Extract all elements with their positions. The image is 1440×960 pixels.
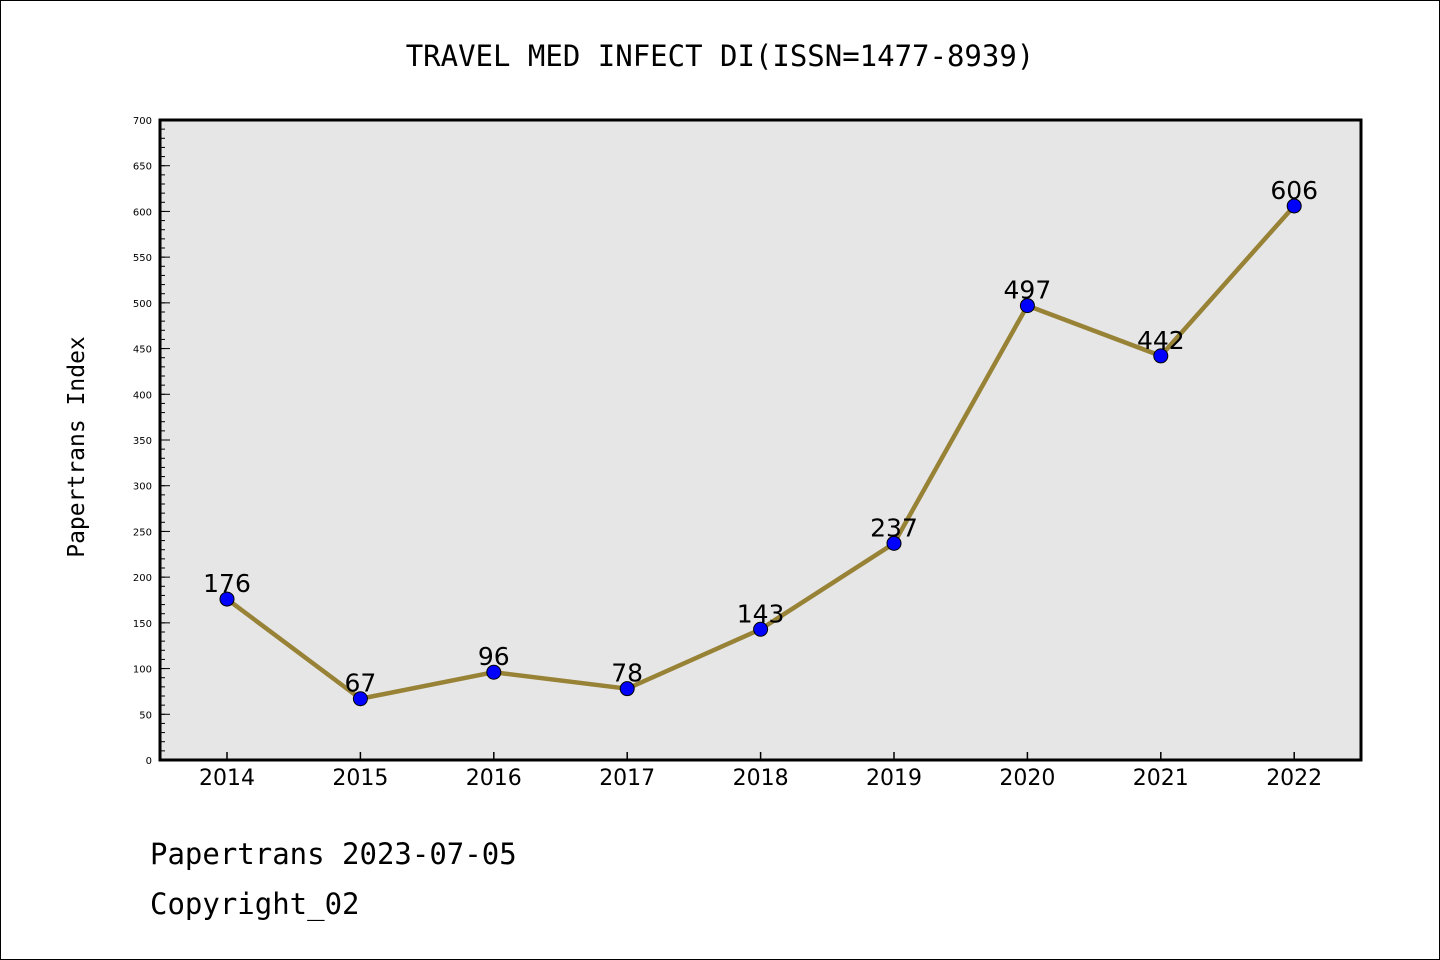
data-label: 78 xyxy=(611,659,643,688)
y-tick-label: 250 xyxy=(133,527,152,538)
data-point-marker xyxy=(352,691,368,707)
x-tick-label: 2020 xyxy=(999,766,1055,791)
y-axis-label: Papertrans Index xyxy=(64,336,90,558)
data-point-marker xyxy=(219,591,235,607)
x-axis: 2014 2015 2016 2017 2018 2019 2020 2021 2022 xyxy=(199,752,1322,791)
footer-copyright: Copyright_02 xyxy=(150,887,360,922)
x-tick-label: 2019 xyxy=(866,766,922,791)
x-tick-label: 2021 xyxy=(1133,766,1189,791)
x-tick-label: 2018 xyxy=(733,766,789,791)
plot-area xyxy=(158,118,1363,762)
y-tick-label: 200 xyxy=(133,573,152,584)
y-tick-label: 500 xyxy=(133,299,152,310)
data-point-marker xyxy=(486,664,502,680)
y-tick-label: 350 xyxy=(133,436,152,447)
data-label: 143 xyxy=(737,599,785,628)
data-label: 237 xyxy=(870,513,918,542)
data-point-marker xyxy=(886,535,902,551)
data-point-marker xyxy=(1153,348,1169,364)
x-tick-label: 2015 xyxy=(332,766,388,791)
y-tick-label: 50 xyxy=(139,710,152,721)
x-tick-label: 2016 xyxy=(466,766,522,791)
y-tick-label: 450 xyxy=(133,345,152,356)
x-tick-label: 2017 xyxy=(599,766,655,791)
y-axis: 0 50 100 150 200 250 300 350 400 450 500 550 600 650 7… xyxy=(133,116,170,767)
y-tick-label: 150 xyxy=(133,619,152,630)
y-tick-label: 650 xyxy=(133,162,152,173)
x-tick-label: 2022 xyxy=(1266,766,1322,791)
x-tick-label: 2014 xyxy=(199,766,255,791)
footer-date-stamp: Papertrans 2023-07-05 xyxy=(150,837,517,871)
data-label: 442 xyxy=(1137,326,1185,355)
chart-title: TRAVEL MED INFECT DI(ISSN=1477-8939) xyxy=(406,39,1035,73)
data-point-marker xyxy=(1286,198,1302,214)
y-tick-label: 400 xyxy=(133,390,152,401)
data-point-marker xyxy=(1019,298,1035,314)
data-label: 96 xyxy=(478,642,510,671)
data-label: 67 xyxy=(344,669,376,698)
data-label: 606 xyxy=(1270,176,1318,205)
data-label: 176 xyxy=(203,569,251,598)
y-tick-label: 550 xyxy=(133,253,152,264)
data-point-marker xyxy=(619,681,635,697)
y-tick-label: 300 xyxy=(133,482,152,493)
series: 176 67 96 78 143 237 497 442 606 xyxy=(203,176,1318,707)
data-label: 497 xyxy=(1004,276,1052,305)
y-tick-label: 0 xyxy=(146,756,152,767)
y-tick-label: 600 xyxy=(133,207,152,218)
y-tick-label: 700 xyxy=(133,116,152,127)
y-tick-label: 100 xyxy=(133,665,152,676)
data-point-marker xyxy=(753,621,769,637)
